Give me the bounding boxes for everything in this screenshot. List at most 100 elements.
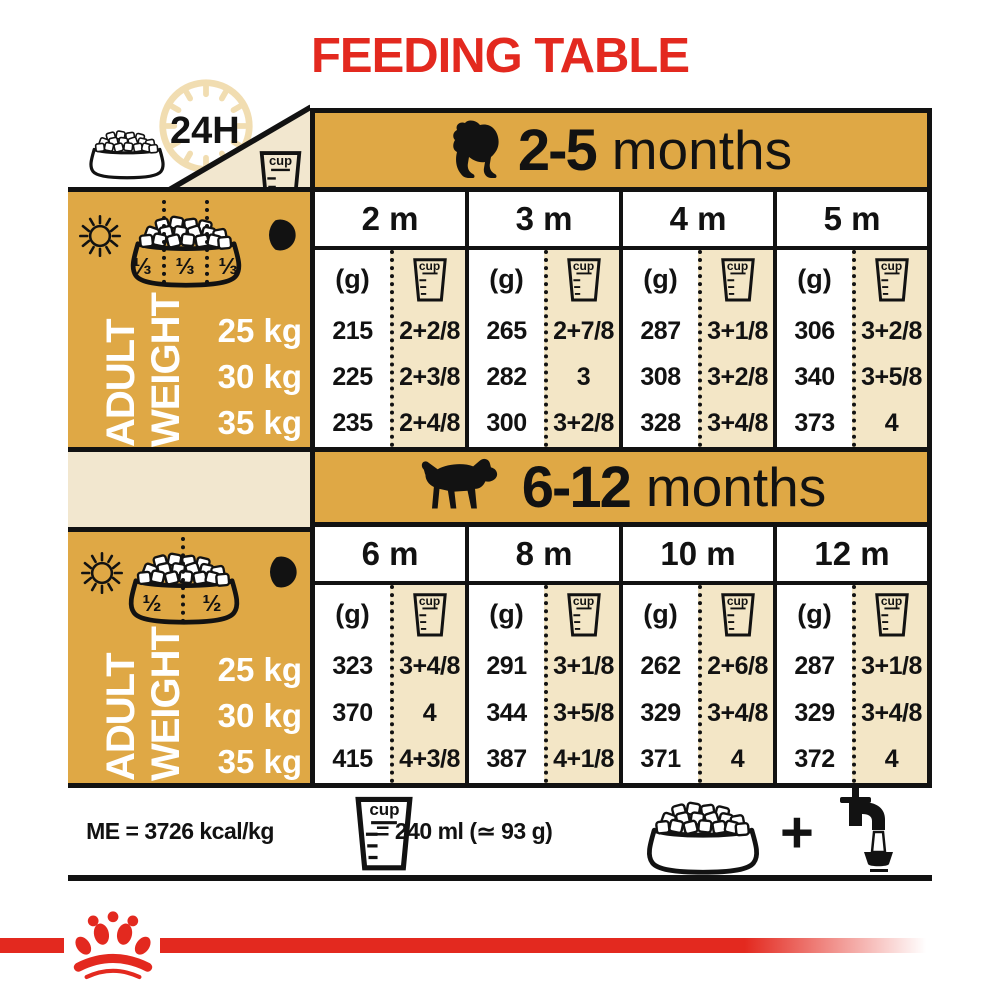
cups-value: 4 [730, 745, 745, 774]
section-2-5-months: 2-5 months 2 m (g) 215 225 235 cup 2+2/8… [310, 108, 932, 452]
footer-divider [68, 875, 932, 881]
royal-canin-paw-logo [70, 911, 156, 982]
cups-value: 2+4/8 [399, 409, 460, 438]
24h-label: 24H [170, 110, 240, 152]
adult-weight-label: ADULT [99, 319, 143, 447]
grams-value: 415 [332, 745, 373, 774]
cups-value: 4+3/8 [399, 745, 460, 774]
cups-value: 4 [884, 745, 899, 774]
grams-value: 323 [332, 651, 373, 680]
age-range: 2-5 [517, 117, 598, 183]
cup-icon-label: cup [572, 258, 595, 273]
grams-unit-label: (g) [489, 263, 524, 294]
section-6-12-months: 6-12 months 6 m (g) 323 370 415 cup 3+4/… [310, 447, 932, 788]
divider [68, 527, 310, 532]
weight-rows-2: 25 kg 30 kg 35 kg [168, 647, 302, 785]
divider [68, 447, 310, 452]
grams-unit-label: (g) [335, 263, 370, 294]
month-column-3m: 3 m (g) 265 282 300 cup 2+7/8 3 3+2/8 [469, 192, 619, 447]
cup-icon-label: cup [726, 593, 749, 608]
cups-value: 2+3/8 [399, 362, 460, 391]
grams-value: 291 [486, 651, 527, 680]
bowl-fraction: ½ [142, 590, 162, 616]
cup-icon-label: cup [880, 258, 903, 273]
grams-value: 300 [486, 409, 527, 438]
bowl-divider-dotted [162, 200, 166, 284]
cup-icon: cup [719, 256, 757, 303]
moon-icon [263, 215, 297, 255]
month-column-2m: 2 m (g) 215 225 235 cup 2+2/8 2+3/8 2+4/… [315, 192, 465, 447]
cup-icon-label: cup [418, 258, 441, 273]
cups-value: 3+4/8 [707, 409, 768, 438]
grams-value: 370 [332, 698, 373, 727]
month-column-10m: 10 m (g) 262 329 371 cup 2+6/8 3+4/8 4 [623, 527, 773, 783]
cup-icon: cup [411, 591, 449, 638]
grams-value: 329 [640, 698, 681, 727]
month-columns-1: 2 m (g) 215 225 235 cup 2+2/8 2+3/8 2+4/… [315, 192, 927, 447]
bowl-fraction: ½ [202, 590, 222, 616]
cups-value: 3+5/8 [861, 362, 922, 391]
grams-unit-label: (g) [797, 263, 832, 294]
age-unit: months [611, 119, 793, 181]
cups-value: 3+5/8 [553, 698, 614, 727]
divider [68, 783, 310, 788]
cups-value: 3+1/8 [553, 651, 614, 680]
grams-value: 215 [332, 316, 373, 345]
cups-value: 2+2/8 [399, 316, 460, 345]
cups-value: 3+1/8 [861, 651, 922, 680]
month-label: 5 m [777, 192, 927, 246]
month-label: 12 m [777, 527, 927, 581]
grams-value: 371 [640, 745, 681, 774]
weight-label: 35 kg [217, 404, 302, 441]
moon-icon [264, 552, 298, 592]
cups-value: 4 [884, 409, 899, 438]
cups-value: 3+2/8 [553, 409, 614, 438]
cup-icon: cup [719, 591, 757, 638]
month-column-8m: 8 m (g) 291 344 387 cup 3+1/8 3+5/8 4+1/… [469, 527, 619, 783]
month-label: 2 m [315, 192, 465, 246]
cup-icon: cup [411, 256, 449, 303]
cup-icon-label: cup [369, 800, 400, 819]
grams-value: 235 [332, 409, 373, 438]
grams-value: 387 [486, 745, 527, 774]
adult-weight-label: ADULT [99, 653, 143, 781]
age-range: 6-12 [521, 454, 632, 520]
cups-value: 3+4/8 [399, 651, 460, 680]
month-label: 4 m [623, 192, 773, 246]
month-label: 6 m [315, 527, 465, 581]
spacer-panel [68, 452, 310, 527]
cups-value: 4 [422, 698, 437, 727]
cups-value: 3+2/8 [707, 362, 768, 391]
bowl-fraction: ⅓ [218, 253, 238, 279]
grams-value: 340 [794, 362, 835, 391]
month-column-6m: 6 m (g) 323 370 415 cup 3+4/8 4 4+3/8 [315, 527, 465, 783]
me-kcal-text: ME = 3726 kcal/kg [86, 818, 274, 844]
cups-value: 3+4/8 [861, 698, 922, 727]
grams-value: 344 [486, 698, 527, 727]
weight-label: 30 kg [217, 358, 302, 395]
puppy-icon [450, 119, 502, 181]
month-columns-2: 6 m (g) 323 370 415 cup 3+4/8 4 4+3/8 [315, 527, 927, 783]
month-label: 10 m [623, 527, 773, 581]
cup-icon-large: cup [349, 793, 419, 873]
cups-value: 4+1/8 [553, 745, 614, 774]
weight-label: 30 kg [217, 697, 302, 734]
cups-value: 2+7/8 [553, 316, 614, 345]
cup-icon: cup [565, 591, 603, 638]
adult-dog-icon [416, 458, 506, 516]
age-band-1: 2-5 months [315, 113, 927, 187]
cup-icon-label: cup [268, 153, 293, 169]
grams-unit-label: (g) [797, 598, 832, 629]
cup-icon-label: cup [880, 593, 903, 608]
age-band-2: 6-12 months [315, 452, 927, 522]
food-bowl-icon-large [633, 790, 773, 878]
bowl-fraction: ⅓ [175, 253, 195, 279]
month-label: 3 m [469, 192, 619, 246]
month-column-5m: 5 m (g) 306 340 373 cup 3+2/8 3+5/8 4 [777, 192, 927, 447]
cups-value: 3+2/8 [861, 316, 922, 345]
grams-unit-label: (g) [643, 263, 678, 294]
weight-label: 35 kg [217, 743, 302, 780]
weight-label: 25 kg [217, 312, 302, 349]
cup-icon: cup [257, 148, 304, 207]
